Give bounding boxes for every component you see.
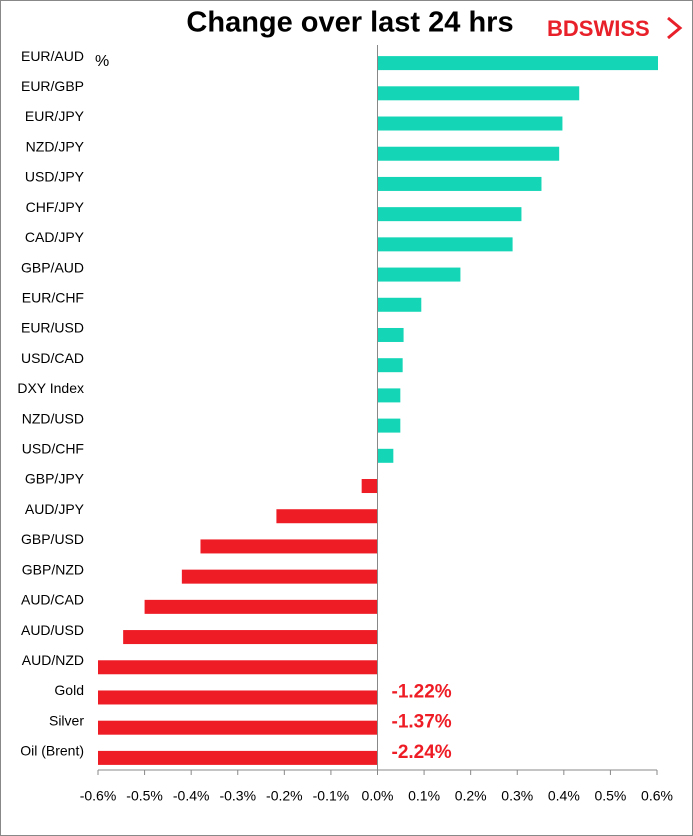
y-tick-label: Gold — [54, 682, 84, 698]
x-tick-label: -0.2% — [266, 788, 303, 804]
bar — [377, 207, 522, 222]
data-label: -1.22% — [392, 681, 452, 702]
y-tick-label: AUD/CAD — [21, 592, 84, 608]
bar — [144, 599, 378, 614]
bar — [200, 539, 378, 554]
y-tick-label: USD/JPY — [25, 169, 85, 185]
bar — [377, 388, 401, 403]
bar — [181, 569, 378, 584]
bar — [377, 358, 403, 373]
bar — [276, 509, 378, 524]
logo-arrow — [667, 16, 683, 40]
data-label: -1.37% — [392, 712, 452, 733]
bar — [377, 267, 461, 282]
bar — [377, 327, 404, 342]
y-tick-label: CAD/JPY — [25, 229, 85, 245]
bar — [98, 750, 378, 765]
y-tick-label: AUD/JPY — [25, 501, 85, 517]
y-tick-label: NZD/USD — [22, 410, 84, 426]
x-tick-label: 0.5% — [594, 788, 626, 804]
x-tick-label: 0.6% — [641, 788, 673, 804]
y-tick-label: EUR/JPY — [25, 108, 85, 124]
x-tick-label: 0.4% — [548, 788, 580, 804]
bar — [98, 720, 378, 735]
bar — [98, 660, 378, 675]
bar — [377, 448, 394, 463]
y-tick-label: EUR/AUD — [21, 48, 84, 64]
bar — [377, 146, 560, 161]
y-tick-label: Oil (Brent) — [20, 743, 84, 759]
unit-label: % — [95, 53, 109, 70]
y-tick-label: DXY Index — [17, 380, 84, 396]
y-tick-label: GBP/JPY — [25, 471, 85, 487]
x-tick-label: -0.5% — [126, 788, 163, 804]
data-label: -2.24% — [392, 742, 452, 763]
x-tick-label: 0.0% — [362, 788, 394, 804]
y-tick-label: EUR/GBP — [21, 78, 84, 94]
x-tick-label: -0.3% — [219, 788, 256, 804]
bar — [377, 86, 580, 101]
y-tick-label: NZD/JPY — [26, 138, 85, 154]
bar — [123, 630, 378, 645]
y-tick-label: GBP/AUD — [21, 259, 84, 275]
x-tick-label: 0.2% — [455, 788, 487, 804]
bar — [377, 116, 563, 131]
y-tick-label: GBP/USD — [21, 531, 84, 547]
bar — [98, 690, 378, 705]
y-tick-label: EUR/CHF — [22, 289, 84, 305]
brand-logo: BDSWISS — [547, 16, 650, 41]
x-tick-label: -0.4% — [173, 788, 210, 804]
bar — [377, 176, 542, 191]
bar — [377, 418, 401, 433]
x-tick-label: 0.1% — [408, 788, 440, 804]
y-tick-label: EUR/USD — [21, 320, 84, 336]
bar — [377, 56, 658, 71]
bar — [361, 479, 378, 494]
y-tick-label: AUD/USD — [21, 622, 84, 638]
x-tick-label: -0.6% — [80, 788, 117, 804]
y-tick-label: AUD/NZD — [22, 652, 84, 668]
x-tick-label: -0.1% — [313, 788, 350, 804]
y-tick-label: Silver — [49, 712, 84, 728]
y-tick-label: USD/CAD — [21, 350, 84, 366]
chart-title: Change over last 24 hrs — [186, 7, 513, 39]
y-tick-label: USD/CHF — [22, 441, 84, 457]
bar — [377, 297, 422, 312]
x-tick-label: 0.3% — [501, 788, 533, 804]
y-tick-label: GBP/NZD — [22, 561, 84, 577]
y-tick-label: CHF/JPY — [26, 199, 85, 215]
bar — [377, 237, 513, 252]
